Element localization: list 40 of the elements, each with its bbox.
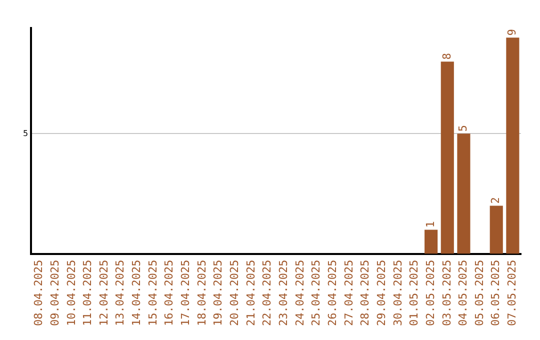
x-tick-label: 08.04.2025 xyxy=(32,260,46,326)
x-tick-label: 01.05.2025 xyxy=(408,260,421,326)
bar xyxy=(506,38,520,254)
x-tick-label: 20.04.2025 xyxy=(228,260,242,326)
x-tick-label: 15.04.2025 xyxy=(146,260,160,326)
x-tick-label: 24.04.2025 xyxy=(293,260,306,326)
bar xyxy=(457,134,470,254)
x-tick-label: 09.04.2025 xyxy=(48,260,62,326)
x-tick-label: 26.04.2025 xyxy=(326,260,339,326)
data-label: 8 xyxy=(440,53,454,60)
x-tick-label: 25.04.2025 xyxy=(310,260,323,326)
bar xyxy=(424,230,438,254)
data-label: 2 xyxy=(489,197,502,204)
x-tick-label: 23.04.2025 xyxy=(277,260,290,326)
x-tick-label: 29.04.2025 xyxy=(374,260,388,326)
x-tick-label: 17.04.2025 xyxy=(179,260,192,326)
x-tick-label: 11.04.2025 xyxy=(81,260,94,326)
bar xyxy=(490,206,503,254)
x-tick-label: 18.04.2025 xyxy=(195,260,208,326)
x-tick-label: 16.04.2025 xyxy=(162,260,176,326)
x-tick-label: 02.05.2025 xyxy=(424,260,437,326)
x-tick-label: 04.05.2025 xyxy=(456,260,470,326)
data-label: 9 xyxy=(506,28,519,36)
x-tick-label: 22.04.2025 xyxy=(260,260,274,326)
x-tick-label: 28.04.2025 xyxy=(358,260,372,326)
x-tick-label: 06.05.2025 xyxy=(489,260,502,326)
bar xyxy=(440,62,454,254)
x-tick-label: 13.04.2025 xyxy=(114,260,127,326)
data-label: 5 xyxy=(456,125,470,132)
x-tick-label: 03.05.2025 xyxy=(440,260,454,326)
x-tick-label: 27.04.2025 xyxy=(342,260,356,326)
x-tick-label: 14.04.2025 xyxy=(130,260,144,326)
x-tick-label: 07.05.2025 xyxy=(506,260,519,326)
x-tick-label: 12.04.2025 xyxy=(97,260,110,326)
x-tick-label: 05.05.2025 xyxy=(472,260,486,326)
x-tick-label: 21.04.2025 xyxy=(244,260,258,326)
data-label: 1 xyxy=(424,221,437,228)
x-tick-label: 30.04.2025 xyxy=(391,260,404,326)
x-tick-label: 10.04.2025 xyxy=(64,260,78,326)
x-tick-label: 19.04.2025 xyxy=(212,260,225,326)
